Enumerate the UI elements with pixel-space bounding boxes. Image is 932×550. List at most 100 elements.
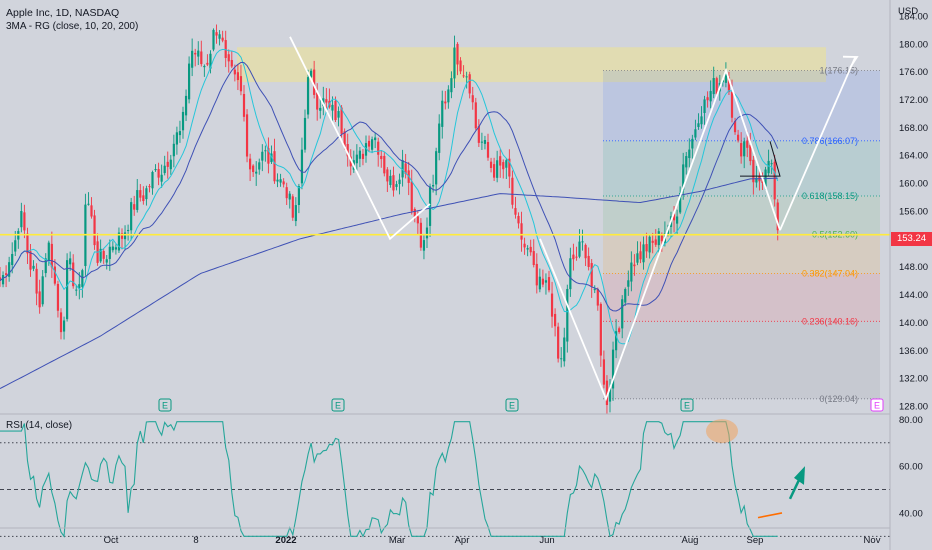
- candle: [560, 358, 563, 360]
- candle: [605, 380, 609, 406]
- candle: [621, 299, 624, 329]
- candle: [172, 143, 175, 157]
- candle: [432, 184, 435, 187]
- candle: [447, 89, 450, 103]
- price-tick-label: 184.00: [899, 11, 928, 22]
- candle: [651, 240, 654, 243]
- candle: [428, 186, 432, 226]
- candle: [297, 186, 300, 206]
- candle: [81, 270, 84, 287]
- candle: [99, 248, 102, 262]
- candle: [416, 216, 419, 224]
- symbol-title: Apple Inc, 1D, NASDAQ: [6, 7, 120, 19]
- zigzag-right: [539, 67, 781, 402]
- candle: [163, 165, 166, 174]
- candle: [279, 179, 282, 183]
- candle: [627, 280, 630, 287]
- time-tick-label: 8: [193, 535, 198, 546]
- rsi-divergence-line: [757, 512, 783, 519]
- candle: [261, 151, 264, 161]
- candle: [53, 266, 56, 284]
- candle: [276, 179, 279, 182]
- candle: [32, 265, 35, 269]
- candle: [514, 208, 517, 215]
- earnings-marker-label: E: [684, 401, 690, 411]
- earnings-marker: [870, 398, 884, 412]
- candle: [468, 74, 471, 94]
- candle: [389, 175, 392, 186]
- candle: [218, 34, 221, 39]
- candle: [688, 149, 691, 159]
- candle: [624, 289, 627, 303]
- candle: [691, 138, 694, 149]
- price-tick-label: 148.00: [899, 262, 928, 273]
- candle: [322, 98, 325, 106]
- time-tick-label: Nov: [864, 535, 881, 546]
- earnings-marker: [505, 398, 519, 412]
- candle: [154, 169, 157, 171]
- candle: [764, 169, 767, 187]
- rsi-axis[interactable]: 40.00 60.00 80.00: [899, 415, 923, 520]
- candle: [203, 65, 206, 68]
- candle: [273, 151, 276, 182]
- candle: [502, 162, 505, 170]
- candle: [59, 312, 63, 333]
- candle: [245, 114, 249, 157]
- time-tick-label: Apr: [455, 535, 470, 546]
- candle: [413, 208, 416, 218]
- time-tick-label: Sep: [747, 535, 764, 546]
- candle: [374, 137, 377, 141]
- candle: [444, 101, 447, 104]
- candle: [465, 76, 468, 78]
- candle: [581, 241, 584, 243]
- time-tick-label: 2022: [275, 535, 296, 546]
- candle: [319, 107, 322, 111]
- candle: [303, 117, 307, 150]
- projection-arrow-head: [842, 55, 859, 69]
- candle: [102, 250, 105, 259]
- earnings-marker: [158, 398, 172, 412]
- candle: [26, 233, 29, 254]
- rsi-pane[interactable]: [0, 419, 890, 538]
- candle: [224, 40, 227, 58]
- candle: [505, 160, 508, 168]
- candle: [639, 251, 642, 260]
- candle: [599, 303, 602, 356]
- candle: [364, 143, 368, 156]
- time-axis[interactable]: Oct 8 2022 Mar Apr Jun Aug Sep Nov: [104, 535, 881, 546]
- candle: [252, 165, 255, 173]
- candle: [410, 181, 413, 212]
- candle: [404, 163, 407, 174]
- candle: [508, 158, 511, 177]
- candle: [93, 215, 96, 246]
- candle: [239, 76, 243, 92]
- price-pane[interactable]: 1(176.15)0.786(166.07)0.618(158.15)0.5(1…: [0, 24, 890, 415]
- candle: [133, 204, 136, 210]
- candle: [184, 95, 188, 116]
- candle: [642, 244, 645, 263]
- candle: [679, 192, 682, 213]
- candle: [255, 171, 258, 174]
- price-tick-label: 156.00: [899, 206, 928, 217]
- price-tick-label: 176.00: [899, 67, 928, 78]
- candle: [477, 126, 480, 143]
- last-price-badge: 153.24: [891, 232, 932, 246]
- candle: [630, 262, 633, 282]
- candle: [557, 326, 560, 359]
- earnings-marker-label: E: [874, 401, 880, 411]
- candle: [752, 159, 755, 183]
- fib-band-0.236: [603, 273, 880, 322]
- candle: [117, 232, 121, 251]
- candle: [520, 223, 523, 240]
- candle: [142, 195, 145, 202]
- projection-arrow: [779, 57, 856, 231]
- candle: [227, 54, 230, 62]
- candle: [532, 251, 535, 266]
- candle: [709, 91, 712, 102]
- time-tick-label: Oct: [104, 535, 119, 546]
- candle: [285, 187, 288, 199]
- price-tick-label: 168.00: [899, 123, 928, 134]
- candle: [175, 132, 178, 145]
- candle: [654, 239, 657, 245]
